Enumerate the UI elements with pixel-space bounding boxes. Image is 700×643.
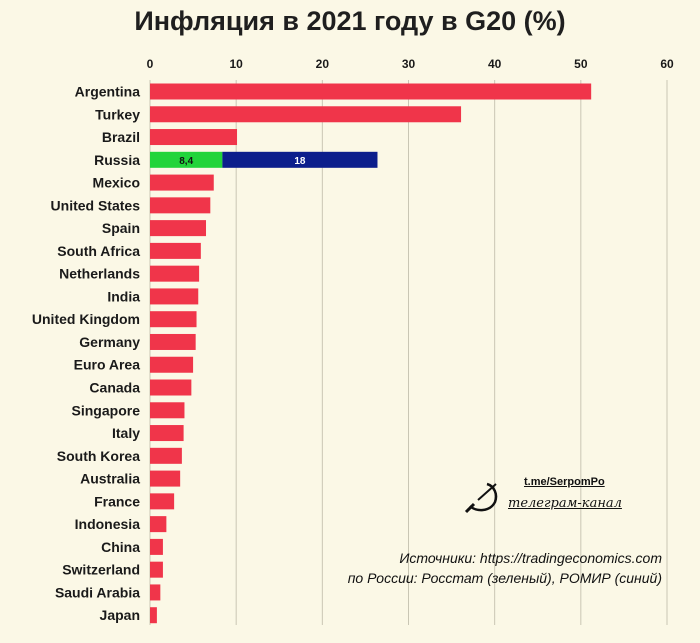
bar — [150, 265, 200, 282]
bar — [150, 538, 163, 555]
x-tick-label: 30 — [402, 57, 416, 71]
bar — [150, 106, 462, 123]
telegram-link[interactable]: t.me/SerpomPo — [524, 476, 605, 488]
bar — [150, 561, 163, 578]
hammer-sickle-icon — [464, 482, 498, 514]
chart-title: Инфляция в 2021 году в G20 (%) — [134, 6, 566, 36]
bar — [150, 311, 197, 328]
sources-note: Источники: https://tradingeconomics.com … — [292, 548, 662, 588]
x-tick-label: 0 — [147, 57, 154, 71]
telegram-channel-label: телеграм-канал — [508, 496, 622, 511]
category-label: France — [94, 493, 140, 509]
category-label: Indonesia — [75, 516, 141, 532]
bar — [150, 379, 192, 396]
category-label: South Korea — [57, 448, 140, 464]
category-label: Australia — [80, 471, 140, 487]
bar — [150, 584, 161, 601]
category-label: Netherlands — [59, 266, 140, 282]
bar — [150, 333, 196, 350]
category-label: Euro Area — [74, 357, 141, 373]
bar-russia-rosstat — [150, 151, 223, 168]
bar — [150, 425, 184, 442]
bar — [150, 288, 199, 305]
category-label: South Africa — [57, 243, 140, 259]
bar — [150, 607, 157, 624]
bar — [150, 83, 592, 100]
x-tick-label: 60 — [660, 57, 674, 71]
category-label: Italy — [112, 425, 140, 441]
category-label: China — [101, 539, 140, 555]
category-label: Russia — [94, 152, 140, 168]
bar — [150, 197, 211, 214]
sources-line-2: по России: Росстат (зеленый), РОМИР (син… — [347, 570, 662, 586]
bar — [150, 402, 185, 419]
bar — [150, 470, 181, 487]
category-label: Switzerland — [62, 562, 140, 578]
telegram-block: t.me/SerpomPo телеграм-канал — [462, 474, 662, 518]
x-tick-label: 10 — [229, 57, 243, 71]
category-label: Brazil — [102, 129, 140, 145]
category-label: Argentina — [75, 84, 141, 100]
bar — [150, 129, 238, 146]
bar — [150, 220, 207, 237]
category-label: Canada — [89, 380, 140, 396]
bar — [150, 242, 201, 259]
bar — [150, 516, 167, 533]
bar — [150, 356, 194, 373]
data-label-russia-romir: 18 — [294, 156, 306, 167]
category-label: Singapore — [72, 402, 141, 418]
category-label: United Kingdom — [32, 311, 140, 327]
x-tick-label: 40 — [488, 57, 502, 71]
bar — [150, 174, 214, 191]
x-tick-label: 50 — [574, 57, 588, 71]
x-tick-label: 20 — [316, 57, 330, 71]
bar — [150, 447, 182, 464]
category-label: Germany — [79, 334, 140, 350]
category-label: Saudi Arabia — [55, 584, 140, 600]
category-label: Spain — [102, 220, 140, 236]
category-label: United States — [51, 197, 141, 213]
category-label: Turkey — [95, 106, 140, 122]
category-label: Mexico — [93, 175, 140, 191]
category-label: India — [107, 288, 140, 304]
category-label: Japan — [100, 607, 140, 623]
sources-line-1: Источники: https://tradingeconomics.com — [399, 550, 662, 566]
data-label-russia-rosstat: 8,4 — [179, 156, 193, 167]
bar-russia-romir — [222, 151, 378, 168]
bar — [150, 493, 175, 510]
